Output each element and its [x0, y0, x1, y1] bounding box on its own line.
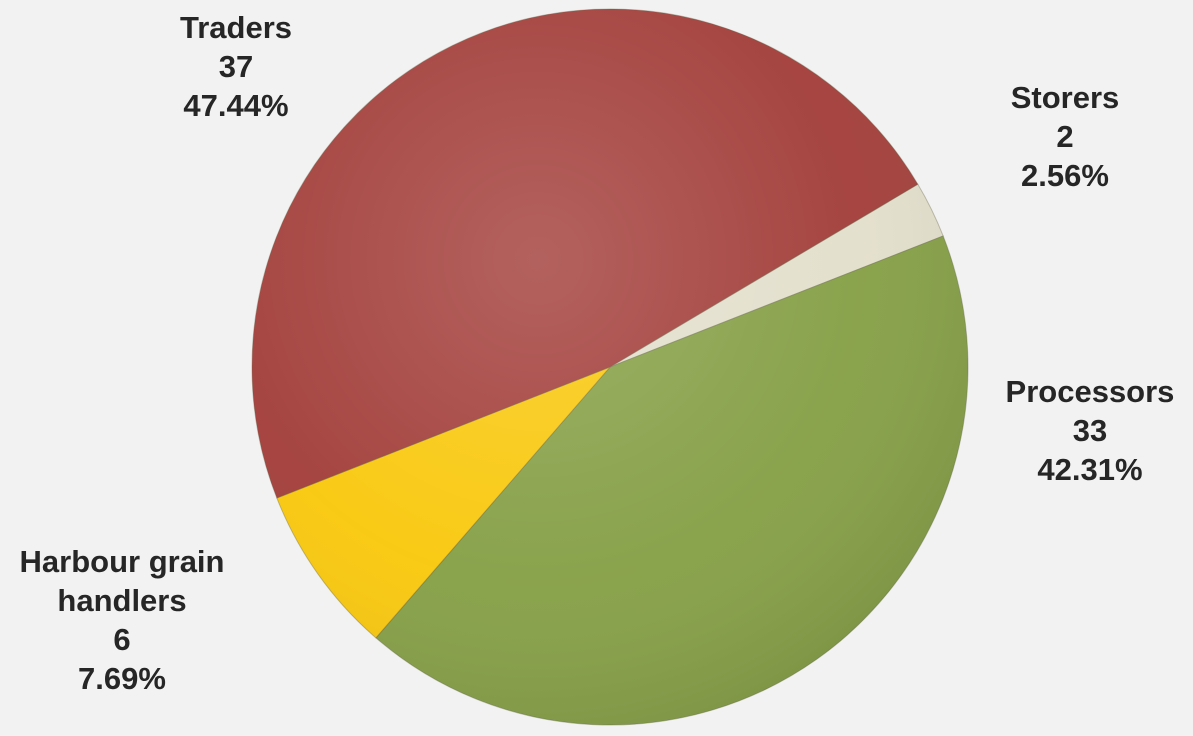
label-value-traders: 37	[219, 49, 253, 84]
label-percent-traders: 47.44%	[183, 88, 288, 123]
label-value-storers: 2	[1056, 119, 1073, 154]
label-name-processors-0: Processors	[1006, 374, 1175, 409]
label-percent-processors: 42.31%	[1037, 452, 1142, 487]
data-label-processors: Processors 33 42.31%	[1006, 374, 1175, 487]
label-percent-harbour-grain-handlers: 7.69%	[78, 661, 166, 696]
label-name-traders-0: Traders	[180, 10, 292, 45]
label-percent-storers: 2.56%	[1021, 158, 1109, 193]
data-label-traders: Traders 37 47.44%	[180, 10, 292, 123]
label-name-harbour-grain-handlers-1: handlers	[57, 583, 186, 618]
label-value-processors: 33	[1073, 413, 1107, 448]
pie-labels: Storers 2 2.56% Processors 33 42.31% Harbour g…	[20, 10, 1175, 696]
label-value-harbour-grain-handlers: 6	[113, 622, 130, 657]
data-label-storers: Storers 2 2.56%	[1011, 80, 1120, 193]
pie-slices	[251, 8, 969, 726]
label-name-storers-0: Storers	[1011, 80, 1120, 115]
data-label-harbour-grain-handlers: Harbour grain handlers 6 7.69%	[20, 544, 225, 696]
label-name-harbour-grain-handlers-0: Harbour grain	[20, 544, 225, 579]
